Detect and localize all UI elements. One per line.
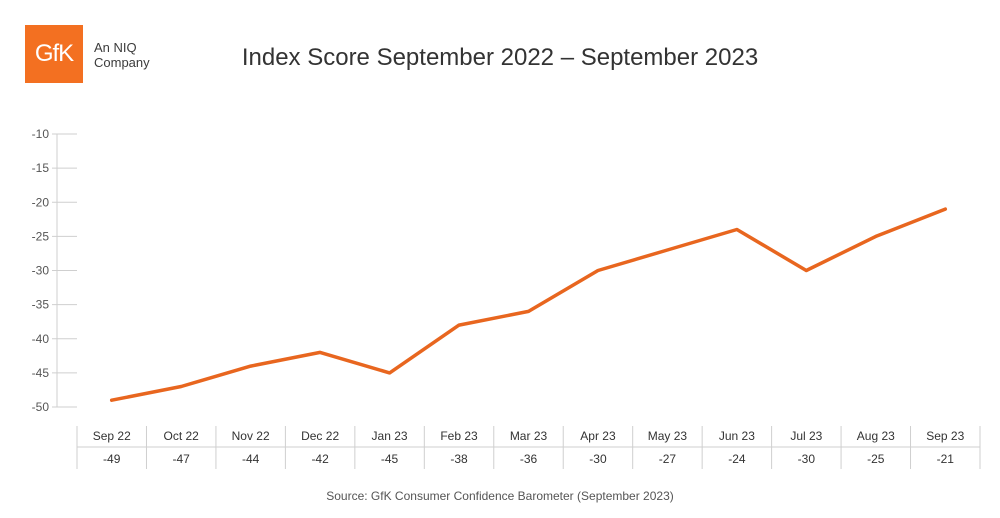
data-value-label: -30	[589, 452, 607, 466]
logo-text: GfK	[34, 40, 74, 67]
data-point	[110, 398, 114, 402]
x-category-label: Jul 23	[790, 429, 822, 443]
data-value-label: -30	[798, 452, 816, 466]
y-tick-label: -45	[32, 366, 50, 380]
data-point	[527, 309, 530, 313]
x-category-label: May 23	[648, 429, 688, 443]
data-value-label: -49	[103, 452, 121, 466]
data-value-label: -24	[728, 452, 746, 466]
y-tick-label: -15	[32, 161, 50, 175]
data-value-label: -25	[867, 452, 885, 466]
data-value-label: -36	[520, 452, 538, 466]
x-category-label: Sep 22	[93, 429, 131, 443]
y-tick-label: -10	[32, 127, 50, 141]
x-category-label: Sep 23	[926, 429, 964, 443]
chart-title-text: Index Score September 2022 – September 2…	[241, 44, 759, 71]
data-point	[596, 269, 600, 272]
x-category-label: Jun 23	[719, 429, 755, 443]
data-point	[874, 234, 878, 238]
series-line	[109, 207, 948, 402]
x-category-label: Apr 23	[580, 429, 616, 443]
data-point	[179, 385, 183, 389]
data-point	[249, 364, 253, 368]
source-note: Source: GfK Consumer Confidence Baromete…	[326, 489, 674, 503]
data-value-label: -38	[450, 452, 468, 466]
data-point	[735, 228, 739, 232]
gfk-logo: GfK	[25, 25, 83, 83]
x-category-label: Nov 22	[232, 429, 270, 443]
data-point	[943, 207, 947, 211]
y-tick-label: -30	[32, 264, 50, 278]
data-value-label: -45	[381, 452, 399, 466]
data-point	[804, 269, 808, 272]
data-value-label: -27	[659, 452, 677, 466]
data-value-label: -21	[937, 452, 955, 466]
y-tick-label: -50	[32, 400, 50, 414]
data-value-label: -47	[173, 452, 191, 466]
data-value-label: -42	[311, 452, 329, 466]
logo-subtitle: An NIQ Company	[94, 40, 150, 70]
data-point	[388, 371, 392, 375]
x-category-label: Oct 22	[164, 429, 200, 443]
x-category-label: Dec 22	[301, 429, 339, 443]
data-point	[457, 323, 461, 327]
x-category-label: Aug 23	[857, 429, 895, 443]
data-value-label: -44	[242, 452, 260, 466]
x-category-label: Feb 23	[440, 429, 478, 443]
x-category-label: Jan 23	[372, 429, 408, 443]
chart-title: Index Score September 2022 – September 2…	[0, 44, 1000, 72]
x-category-label: Mar 23	[510, 429, 548, 443]
data-point	[318, 350, 322, 354]
data-point	[665, 248, 669, 252]
y-tick-label: -40	[32, 332, 50, 346]
y-tick-label: -25	[32, 229, 50, 243]
y-tick-label: -20	[32, 195, 50, 209]
y-tick-label: -35	[32, 298, 50, 312]
